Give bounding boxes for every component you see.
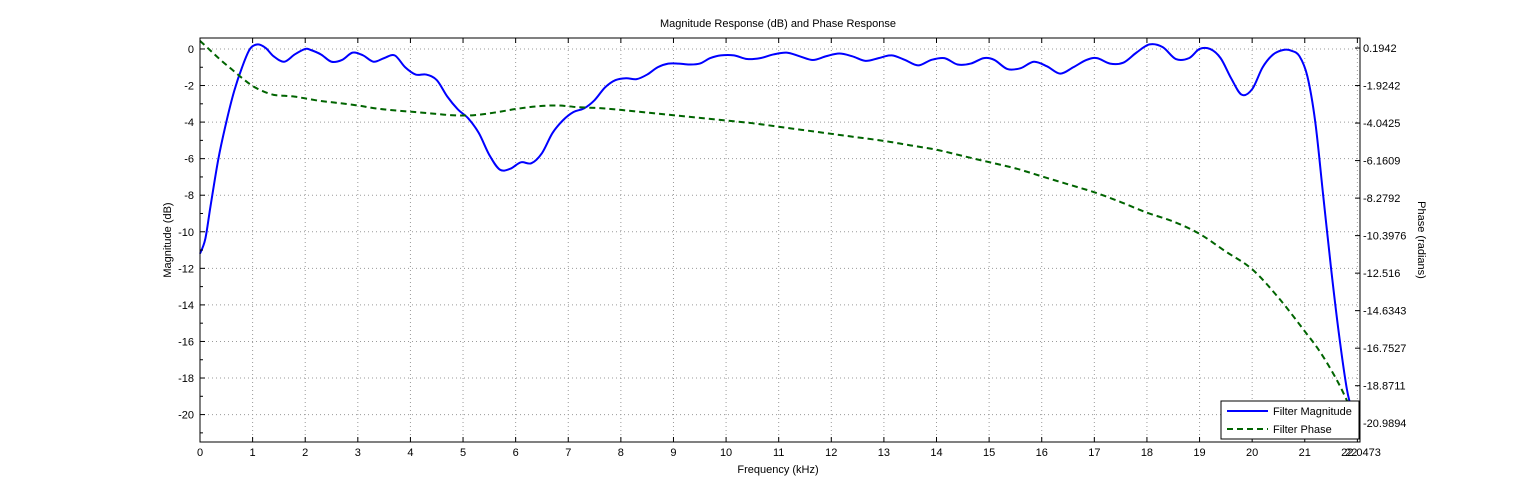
x-tick-label: 9	[670, 447, 676, 459]
y-right-tick-label: 0.1942	[1363, 43, 1397, 55]
y-left-tick-label: -8	[184, 190, 194, 202]
x-tick-label: 1	[250, 447, 256, 459]
x-tick-label: 2	[302, 447, 308, 459]
y-right-tick-label: -14.6343	[1363, 306, 1406, 318]
y-right-tick-label: -10.3976	[1363, 231, 1406, 243]
x-tick-label: 21	[1299, 447, 1311, 459]
x-tick-label: 3	[355, 447, 361, 459]
y-right-tick-label: -16.7527	[1363, 343, 1406, 355]
legend: Filter Magnitude Filter Phase	[1220, 400, 1360, 440]
x-axis-label: Frequency (kHz)	[737, 464, 818, 476]
x-tick-label: 22	[1345, 447, 1357, 459]
x-tick-label: 5	[460, 447, 466, 459]
y-right-tick-label: -8.2792	[1363, 193, 1400, 205]
y-left-axis-label: Magnitude (dB)	[162, 202, 174, 277]
legend-label-filter-magnitude: Filter Magnitude	[1273, 406, 1352, 418]
x-tick-label: 4	[407, 447, 413, 459]
y-right-tick-label: -20.9894	[1363, 418, 1406, 430]
x-tick-label: 14	[930, 447, 942, 459]
y-grid	[200, 48, 1360, 416]
x-tick-label: 13	[878, 447, 890, 459]
y-right-tick-label: -12.516	[1363, 268, 1400, 280]
y-right-tick-label: -1.9242	[1363, 81, 1400, 93]
y-right-tick-label: -18.8711	[1363, 381, 1406, 393]
y-right-tick-label: -4.0425	[1363, 118, 1400, 130]
x-tick-label: 10	[720, 447, 732, 459]
y-left-axis-ticks: 0 -2 -4 -6 -8 -10 -12 -14 -16 -18 -20	[178, 44, 205, 434]
y-left-tick-label: -6	[184, 154, 194, 166]
x-tick-label: 17	[1088, 447, 1100, 459]
y-left-tick-label: -12	[178, 263, 194, 275]
x-tick-label: 12	[825, 447, 837, 459]
chart-title: Magnitude Response (dB) and Phase Respon…	[660, 18, 896, 30]
y-left-tick-label: -10	[178, 227, 194, 239]
legend-label-filter-phase: Filter Phase	[1273, 424, 1332, 436]
x-tick-label: 7	[565, 447, 571, 459]
y-left-tick-label: -18	[178, 373, 194, 385]
y-left-tick-label: -16	[178, 336, 194, 348]
plot-area	[200, 38, 1360, 442]
y-right-tick-label: -6.1609	[1363, 156, 1400, 168]
y-right-axis-label: Phase (radians)	[1415, 201, 1427, 279]
x-tick-label: 6	[513, 447, 519, 459]
legend-box	[1220, 400, 1360, 440]
x-tick-label: 15	[983, 447, 995, 459]
y-left-tick-label: -14	[178, 300, 194, 312]
x-tick-label: 8	[618, 447, 624, 459]
x-grid	[252, 38, 1358, 442]
x-tick-label: 18	[1141, 447, 1153, 459]
x-tick-label: 19	[1193, 447, 1205, 459]
y-left-tick-label: -2	[184, 81, 194, 93]
x-axis-ticks: 0 1 2 3 4 5 6 7 8 9 10 11 12 13 14 15 16 17 18 19 20 21 2222.0…	[197, 38, 1381, 459]
x-tick-label: 11	[773, 447, 784, 459]
series-lines	[199, 40, 1361, 435]
plot-frame	[199, 37, 1361, 443]
x-tick-label: 20	[1246, 447, 1258, 459]
series-line-filter-phase	[199, 40, 1361, 435]
y-left-tick-label: -20	[178, 410, 194, 422]
x-tick-label: 16	[1036, 447, 1048, 459]
x-tick-label: 0	[197, 447, 203, 459]
y-left-tick-label: 0	[188, 44, 194, 56]
y-left-tick-label: -4	[184, 117, 194, 129]
y-right-axis-ticks: 0.1942 -1.9242 -4.0425 -6.1609 -8.2792 -10.39…	[1355, 43, 1406, 430]
series-line-filter-magnitude	[199, 43, 1361, 418]
x-tick-label-end: 22.0473	[1341, 447, 1381, 459]
